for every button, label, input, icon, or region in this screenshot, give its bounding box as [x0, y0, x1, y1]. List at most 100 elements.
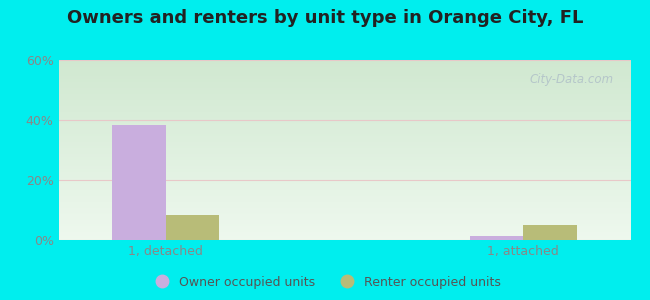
Bar: [58, 222, 630, 223]
Bar: [58, 113, 630, 114]
Bar: [58, 106, 630, 107]
Bar: [58, 76, 630, 77]
Bar: [58, 239, 630, 240]
Bar: [58, 180, 630, 181]
Bar: [58, 215, 630, 216]
Bar: [58, 181, 630, 182]
Bar: [58, 146, 630, 148]
Bar: [58, 196, 630, 197]
Bar: [58, 186, 630, 187]
Bar: [58, 198, 630, 199]
Bar: [58, 188, 630, 190]
Bar: [58, 214, 630, 215]
Bar: [58, 211, 630, 212]
Bar: [58, 172, 630, 173]
Bar: [58, 208, 630, 209]
Bar: [58, 82, 630, 83]
Bar: [58, 217, 630, 218]
Bar: [58, 175, 630, 176]
Bar: [58, 67, 630, 68]
Bar: [58, 72, 630, 73]
Bar: [58, 161, 630, 162]
Bar: [58, 194, 630, 196]
Bar: [58, 143, 630, 144]
Bar: [58, 83, 630, 84]
Bar: [58, 176, 630, 178]
Bar: [58, 209, 630, 210]
Bar: [58, 90, 630, 91]
Bar: [58, 80, 630, 82]
Bar: [58, 169, 630, 170]
Bar: [58, 192, 630, 193]
Bar: [58, 216, 630, 217]
Bar: [58, 162, 630, 163]
Bar: [58, 212, 630, 214]
Bar: [58, 218, 630, 220]
Bar: [58, 220, 630, 221]
Bar: [58, 114, 630, 115]
Bar: [58, 84, 630, 85]
Bar: [58, 203, 630, 204]
Bar: [58, 150, 630, 151]
Bar: [58, 156, 630, 157]
Bar: [58, 96, 630, 97]
Bar: [58, 104, 630, 106]
Bar: [58, 91, 630, 92]
Bar: [58, 100, 630, 101]
Bar: [58, 232, 630, 233]
Bar: [58, 121, 630, 122]
Bar: [58, 60, 630, 61]
Bar: [58, 116, 630, 118]
Bar: [58, 118, 630, 119]
Bar: [58, 193, 630, 194]
Bar: [58, 98, 630, 100]
Bar: [58, 131, 630, 132]
Bar: [58, 112, 630, 113]
Bar: [58, 164, 630, 166]
Bar: [58, 124, 630, 125]
Bar: [58, 102, 630, 103]
Bar: [58, 71, 630, 72]
Bar: [58, 140, 630, 142]
Bar: [58, 68, 630, 70]
Bar: [58, 95, 630, 96]
Bar: [58, 103, 630, 104]
Bar: [58, 166, 630, 167]
Bar: [58, 221, 630, 222]
Bar: [58, 235, 630, 236]
Bar: [58, 142, 630, 143]
Bar: [58, 64, 630, 65]
Bar: [58, 238, 630, 239]
Bar: [58, 230, 630, 232]
Bar: [58, 115, 630, 116]
Bar: [58, 236, 630, 238]
Bar: [58, 126, 630, 127]
Bar: [58, 70, 630, 71]
Bar: [58, 134, 630, 136]
Bar: [58, 125, 630, 126]
Bar: [58, 137, 630, 138]
Bar: [58, 109, 630, 110]
Bar: [58, 89, 630, 90]
Bar: [58, 190, 630, 191]
Bar: [58, 77, 630, 78]
Bar: [58, 79, 630, 80]
Bar: [58, 97, 630, 98]
Bar: [58, 206, 630, 208]
Bar: [58, 119, 630, 120]
Bar: [58, 200, 630, 202]
Text: Owners and renters by unit type in Orange City, FL: Owners and renters by unit type in Orang…: [67, 9, 583, 27]
Bar: [58, 74, 630, 76]
Bar: [58, 85, 630, 86]
Bar: [470, 236, 523, 240]
Bar: [58, 152, 630, 154]
Bar: [58, 88, 630, 89]
Bar: [58, 86, 630, 88]
Bar: [58, 187, 630, 188]
Bar: [58, 127, 630, 128]
Bar: [58, 229, 630, 230]
Bar: [58, 66, 630, 67]
Bar: [58, 136, 630, 137]
Bar: [58, 234, 630, 235]
Bar: [58, 223, 630, 224]
